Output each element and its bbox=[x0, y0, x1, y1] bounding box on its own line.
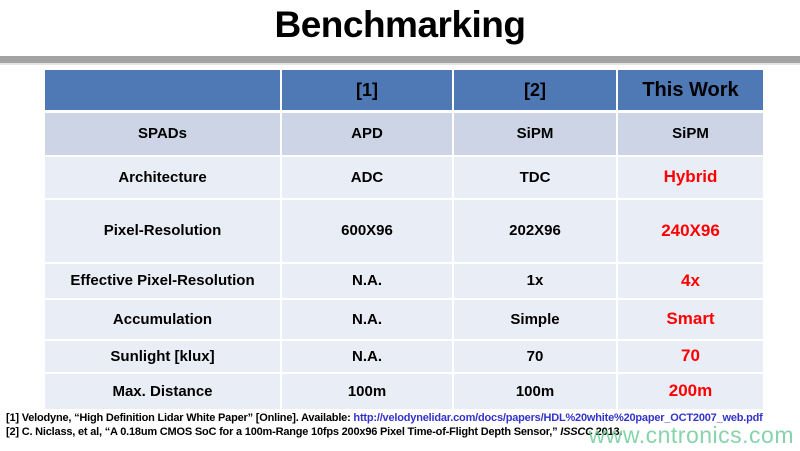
cell-value: 70 bbox=[453, 339, 618, 374]
row-label: Effective Pixel-Resolution bbox=[45, 262, 282, 300]
cell-value: SiPM bbox=[453, 111, 618, 157]
table-row: Accumulation N.A. Simple Smart bbox=[45, 298, 765, 341]
cell-this-work: Smart bbox=[617, 298, 765, 341]
cell-this-work: 200m bbox=[617, 372, 765, 411]
cell-value: N.A. bbox=[281, 262, 454, 300]
table-row: Effective Pixel-Resolution N.A. 1x 4x bbox=[45, 262, 765, 300]
row-label: SPADs bbox=[45, 111, 282, 157]
cell-value: 600X96 bbox=[281, 198, 454, 264]
col-header-2: [2] bbox=[453, 70, 618, 113]
reference-1-link[interactable]: http://velodynelidar.com/docs/papers/HDL… bbox=[353, 412, 763, 424]
cell-value: 100m bbox=[281, 372, 454, 411]
reference-2-text: [2] C. Niclass, et al, “A 0.18um CMOS So… bbox=[6, 426, 561, 438]
col-header-1: [1] bbox=[281, 70, 454, 113]
cell-value: TDC bbox=[453, 155, 618, 200]
reference-2-year: 2013. bbox=[592, 426, 623, 438]
reference-2: [2] C. Niclass, et al, “A 0.18um CMOS So… bbox=[6, 425, 800, 439]
table-header-row: [1] [2] This Work bbox=[45, 70, 765, 113]
row-label: Accumulation bbox=[45, 298, 282, 341]
table-row: Max. Distance 100m 100m 200m bbox=[45, 372, 765, 411]
cell-this-work: Hybrid bbox=[617, 155, 765, 200]
reference-1: [1] Velodyne, “High Definition Lidar Whi… bbox=[6, 411, 800, 425]
footnotes: [1] Velodyne, “High Definition Lidar Whi… bbox=[6, 411, 800, 439]
row-label: Max. Distance bbox=[45, 372, 282, 411]
row-label: Sunlight [klux] bbox=[45, 339, 282, 374]
row-label: Pixel-Resolution bbox=[45, 198, 282, 264]
title-divider bbox=[0, 56, 800, 65]
cell-value: 100m bbox=[453, 372, 618, 411]
cell-value: 1x bbox=[453, 262, 618, 300]
reference-2-venue: ISSCC bbox=[560, 426, 593, 438]
col-header-this-work: This Work bbox=[617, 70, 765, 113]
table-row: Sunlight [klux] N.A. 70 70 bbox=[45, 339, 765, 374]
reference-1-text: [1] Velodyne, “High Definition Lidar Whi… bbox=[6, 412, 354, 424]
cell-value: ADC bbox=[281, 155, 454, 200]
watermark: www.cntronics.com bbox=[588, 422, 794, 448]
cell-this-work: 240X96 bbox=[617, 198, 765, 264]
cell-value: N.A. bbox=[281, 298, 454, 341]
page-title: Benchmarking bbox=[274, 4, 526, 45]
cell-value: N.A. bbox=[281, 339, 454, 374]
benchmark-table: [1] [2] This Work SPADs APD SiPM SiPM Architec… bbox=[45, 70, 765, 411]
row-label: Architecture bbox=[45, 155, 282, 200]
cell-value: Simple bbox=[453, 298, 618, 341]
table-row: SPADs APD SiPM SiPM bbox=[45, 111, 765, 157]
col-header-blank bbox=[45, 70, 282, 113]
cell-value: APD bbox=[281, 111, 454, 157]
cell-value: 202X96 bbox=[453, 198, 618, 264]
table-row: Pixel-Resolution 600X96 202X96 240X96 bbox=[45, 198, 765, 264]
cell-this-work: SiPM bbox=[617, 111, 765, 157]
cell-this-work: 4x bbox=[617, 262, 765, 300]
table-row: Architecture ADC TDC Hybrid bbox=[45, 155, 765, 200]
cell-this-work: 70 bbox=[617, 339, 765, 374]
